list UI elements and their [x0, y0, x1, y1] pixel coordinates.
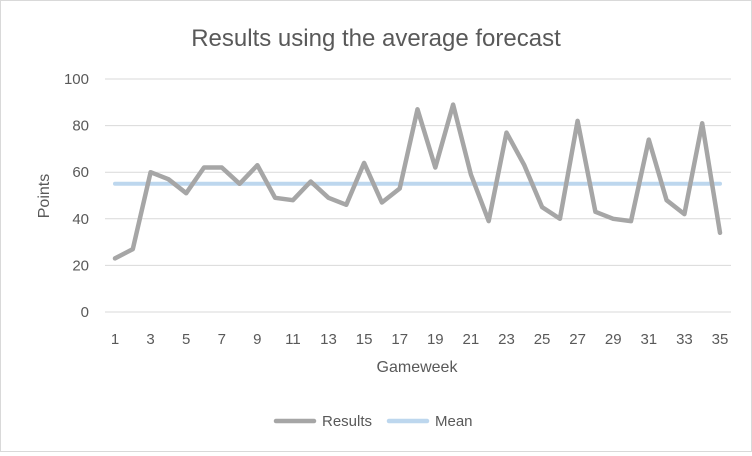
x-tick-label: 9 — [253, 331, 261, 348]
x-tick-label: 25 — [534, 331, 551, 348]
y-axis-ticks: 0 20 40 60 80 100 — [64, 71, 89, 321]
x-tick-label: 33 — [676, 331, 693, 348]
legend-label-mean: Mean — [435, 413, 473, 430]
x-tick-label: 5 — [182, 331, 190, 348]
y-tick-label: 0 — [81, 304, 89, 321]
series-line-results — [112, 102, 723, 261]
x-axis-title: Gameweek — [377, 359, 459, 376]
x-axis-ticks: 1 3 5 7 9 11 13 15 17 19 21 23 25 27 29 31 33 35 — [111, 331, 729, 348]
x-tick-label: 27 — [569, 331, 586, 348]
y-tick-label: 100 — [64, 71, 89, 88]
y-tick-label: 80 — [72, 118, 89, 135]
x-tick-label: 3 — [146, 331, 154, 348]
x-tick-label: 15 — [356, 331, 373, 348]
x-tick-label: 21 — [463, 331, 480, 348]
gridlines — [105, 78, 731, 313]
x-tick-label: 23 — [498, 331, 515, 348]
x-tick-label: 35 — [712, 331, 729, 348]
x-tick-label: 13 — [320, 331, 337, 348]
series-lines — [112, 102, 723, 261]
x-tick-label: 19 — [427, 331, 444, 348]
y-tick-label: 60 — [72, 164, 89, 181]
y-tick-label: 20 — [72, 257, 89, 274]
legend-label-results: Results — [322, 413, 372, 430]
x-tick-label: 7 — [218, 331, 226, 348]
x-tick-label: 1 — [111, 331, 119, 348]
y-axis-title: Points — [36, 174, 53, 218]
legend: Results Mean — [273, 413, 473, 430]
x-tick-label: 11 — [285, 331, 301, 348]
x-tick-label: 17 — [391, 331, 408, 348]
x-tick-label: 29 — [605, 331, 622, 348]
y-tick-label: 40 — [72, 211, 89, 228]
x-tick-label: 31 — [640, 331, 657, 348]
chart-title: Results using the average forecast — [191, 25, 561, 52]
